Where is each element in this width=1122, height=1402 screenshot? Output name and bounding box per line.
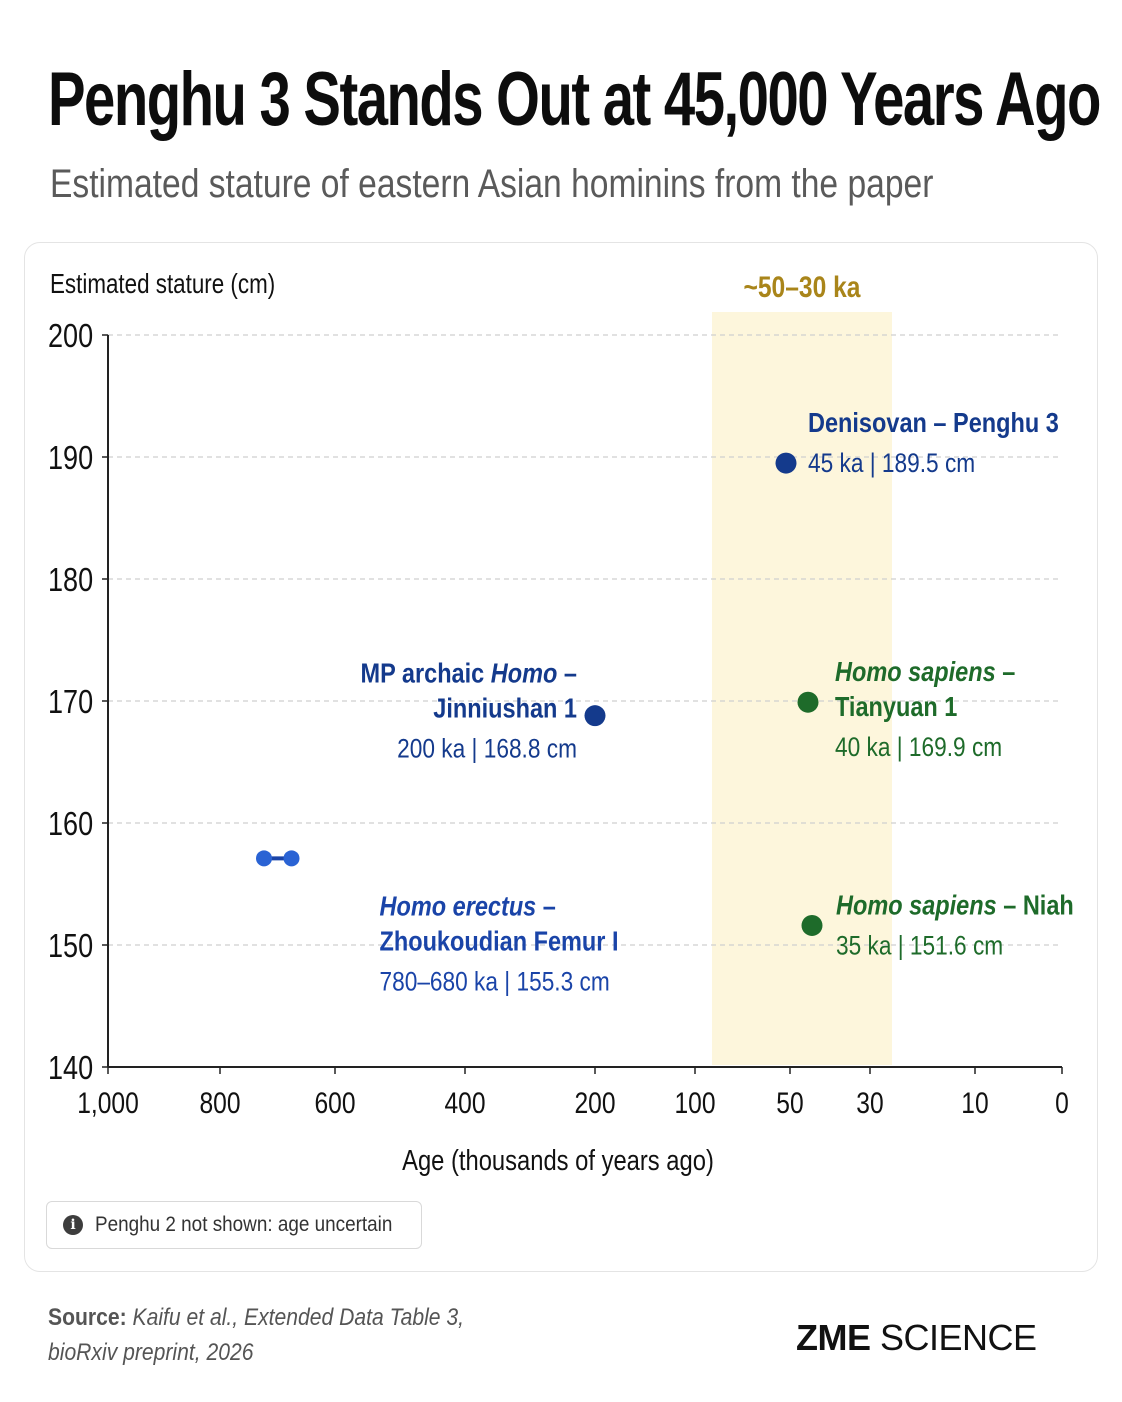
x-tick-label: 1,000 bbox=[77, 1086, 139, 1120]
y-axis-title: Estimated stature (cm) bbox=[50, 269, 275, 300]
note-text: Penghu 2 not shown: age uncertain bbox=[95, 1213, 393, 1236]
label-layer: ~50–30 ka Homo erectus – Zhoukoudian Femur… bbox=[361, 270, 1074, 997]
x-tick-label: 10 bbox=[961, 1086, 988, 1120]
data-point bbox=[801, 914, 823, 936]
y-tick-label: 160 bbox=[48, 807, 93, 843]
point-label: Denisovan – Penghu 3 bbox=[808, 408, 1059, 438]
x-axis-title: Age (thousands of years ago) bbox=[402, 1144, 714, 1177]
highlight-band-layer bbox=[712, 312, 892, 1065]
point-detail-label: 780–680 ka | 155.3 cm bbox=[380, 967, 610, 997]
x-tick-label: 100 bbox=[674, 1086, 715, 1120]
y-tick-label: 170 bbox=[48, 685, 93, 721]
highlight-band bbox=[712, 312, 892, 1065]
source-label: Source: bbox=[48, 1304, 127, 1331]
range-end-point bbox=[256, 850, 272, 867]
y-tick-label: 200 bbox=[48, 319, 93, 355]
y-tick-label: 150 bbox=[48, 929, 93, 965]
point-detail-label: 40 ka | 169.9 cm bbox=[835, 732, 1002, 762]
brand-part1: ZME bbox=[796, 1317, 871, 1358]
note-box: i Penghu 2 not shown: age uncertain bbox=[46, 1201, 422, 1249]
series-layer bbox=[256, 452, 823, 936]
point-detail-label: 45 ka | 189.5 cm bbox=[808, 448, 975, 478]
point-label: Zhoukoudian Femur I bbox=[380, 927, 619, 957]
x-tick-label: 50 bbox=[776, 1086, 803, 1120]
point-label: Homo erectus – bbox=[380, 892, 556, 922]
data-point bbox=[584, 705, 606, 727]
data-point bbox=[775, 452, 797, 474]
point-label: Jinniushan 1 bbox=[433, 694, 577, 724]
source-citation: Source: Kaifu et al., Extended Data Tabl… bbox=[48, 1300, 464, 1370]
chart-panel bbox=[24, 242, 1098, 1272]
point-detail-label: 200 ka | 168.8 cm bbox=[397, 734, 577, 764]
x-tick-label: 600 bbox=[314, 1086, 355, 1120]
point-label: Homo sapiens – Niah bbox=[836, 891, 1074, 921]
x-tick-label: 200 bbox=[574, 1086, 615, 1120]
point-label: MP archaic Homo – bbox=[361, 659, 577, 689]
grid-layer bbox=[108, 334, 1062, 946]
point-detail-label: 35 ka | 151.6 cm bbox=[836, 931, 1003, 961]
x-tick-label: 800 bbox=[199, 1086, 240, 1120]
page-title: Penghu 3 Stands Out at 45,000 Years Ago bbox=[48, 57, 1101, 142]
data-point bbox=[797, 691, 819, 713]
y-tick-label: 180 bbox=[48, 563, 93, 599]
x-tick-label: 0 bbox=[1055, 1086, 1069, 1120]
point-label: Homo sapiens – bbox=[835, 657, 1015, 687]
brand-part2: SCIENCE bbox=[880, 1317, 1037, 1358]
axis-layer: 140 150 160 170 180 190 200 1,000 800 600 400 200 10… bbox=[48, 269, 1069, 1177]
source-line1: Kaifu et al., Extended Data Table 3, bbox=[132, 1304, 465, 1331]
x-tick-label: 30 bbox=[856, 1086, 883, 1120]
brand-logo: ZME SCIENCE bbox=[796, 1316, 1037, 1360]
highlight-band-label: ~50–30 ka bbox=[744, 270, 862, 304]
range-start-point bbox=[283, 850, 300, 867]
y-tick-label: 140 bbox=[48, 1051, 93, 1087]
x-tick-label: 400 bbox=[444, 1086, 485, 1120]
page-subtitle: Estimated stature of eastern Asian homin… bbox=[50, 162, 934, 206]
point-label: Tianyuan 1 bbox=[835, 692, 957, 722]
info-icon: i bbox=[63, 1215, 83, 1235]
source-line2: bioRxiv preprint, 2026 bbox=[48, 1339, 254, 1366]
y-tick-label: 190 bbox=[48, 441, 93, 477]
